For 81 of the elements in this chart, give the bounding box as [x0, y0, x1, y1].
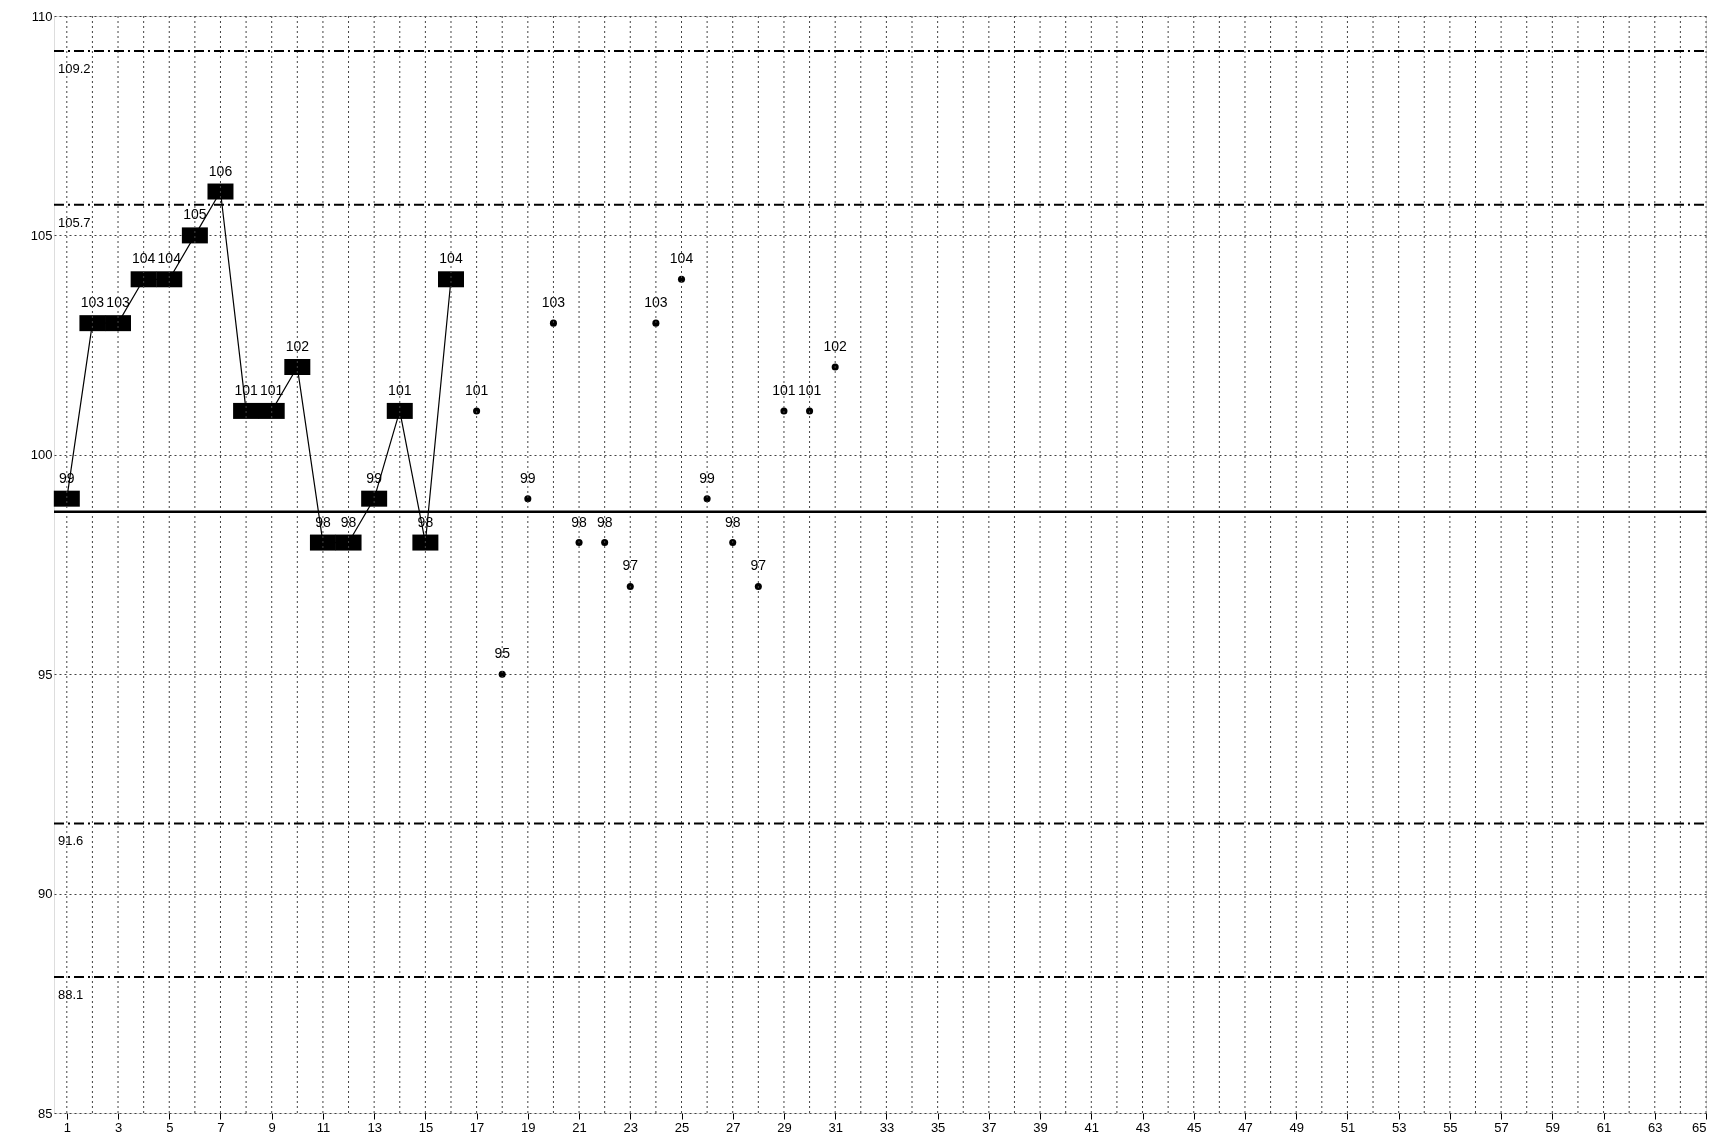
data-label: 98: [571, 513, 588, 530]
data-label: 104: [157, 250, 182, 267]
data-label: 104: [439, 250, 463, 267]
point: [524, 495, 532, 503]
data-label: 97: [750, 557, 767, 574]
x-tick-label: 25: [674, 1119, 690, 1135]
y-tick-label: 90: [38, 886, 53, 902]
data-label: 98: [724, 513, 741, 530]
x-tick-label: 29: [777, 1119, 792, 1135]
data-label: 102: [285, 338, 310, 355]
x-tick-label: 59: [1545, 1119, 1561, 1135]
x-tick-label: 19: [521, 1119, 536, 1135]
x-tick-label: 35: [930, 1119, 946, 1135]
data-label: 95: [494, 645, 511, 662]
ref-line-label: 105.7: [58, 214, 91, 230]
x-tick-label: 17: [469, 1119, 485, 1135]
data-label: 98: [596, 513, 613, 530]
point: [575, 539, 583, 547]
x-tick-label: 21: [572, 1119, 587, 1135]
x-tick-label: 23: [623, 1119, 639, 1135]
data-label: 101: [464, 381, 489, 398]
x-tick-label: 51: [1340, 1119, 1356, 1135]
y-tick-label: 105: [30, 227, 53, 243]
data-label: 103: [80, 294, 105, 311]
ref-line-label: 91.6: [58, 833, 84, 849]
data-label: 105: [183, 206, 207, 223]
x-tick-label: 9: [268, 1119, 276, 1135]
x-tick-label: 13: [367, 1119, 382, 1135]
point: [601, 539, 609, 547]
y-tick-label: 85: [38, 1105, 53, 1121]
point: [729, 539, 737, 547]
x-tick-label: 3: [114, 1119, 123, 1135]
data-label: 101: [797, 381, 822, 398]
x-tick-label: 1: [63, 1119, 71, 1135]
x-tick-label: 15: [418, 1119, 434, 1135]
x-tick-label: 5: [166, 1119, 174, 1135]
x-tick-label: 43: [1135, 1119, 1151, 1135]
x-tick-label: 41: [1084, 1119, 1100, 1135]
data-label: 103: [106, 294, 130, 311]
x-tick-label: 11: [316, 1119, 331, 1135]
data-label: 106: [208, 162, 233, 179]
data-label: 101: [772, 381, 796, 398]
x-tick-label: 31: [828, 1119, 843, 1135]
data-label: 98: [340, 513, 357, 530]
ref-line-label: 88.1: [58, 986, 84, 1002]
data-label: 103: [541, 294, 566, 311]
data-label: 104: [669, 250, 694, 267]
x-tick-label: 27: [725, 1119, 741, 1135]
data-label: 99: [520, 469, 536, 486]
x-tick-label: 57: [1494, 1119, 1509, 1135]
point: [626, 582, 634, 590]
y-tick-label: 95: [38, 666, 53, 682]
point: [549, 319, 557, 327]
x-tick-label: 39: [1033, 1119, 1048, 1135]
x-tick-label: 7: [217, 1119, 225, 1135]
y-tick-label: 100: [30, 447, 53, 463]
data-label: 102: [823, 338, 848, 355]
x-tick-label: 49: [1289, 1119, 1304, 1135]
x-tick-label: 47: [1238, 1119, 1253, 1135]
x-tick-label: 65: [1692, 1119, 1707, 1135]
data-label: 97: [622, 557, 639, 574]
point: [473, 407, 481, 415]
data-label: 104: [131, 250, 156, 267]
point: [754, 582, 762, 590]
x-tick-label: 63: [1648, 1119, 1663, 1135]
data-label: 101: [260, 381, 284, 398]
point: [806, 407, 814, 415]
data-label: 99: [699, 469, 716, 486]
point: [831, 363, 839, 371]
x-tick-label: 55: [1443, 1119, 1458, 1135]
point: [498, 670, 506, 678]
data-label: 103: [644, 294, 668, 311]
ref-line-label: 109.2: [58, 61, 91, 77]
x-tick-label: 61: [1596, 1119, 1612, 1135]
point: [677, 275, 686, 283]
x-tick-label: 53: [1391, 1119, 1407, 1135]
x-tick-label: 33: [879, 1119, 895, 1135]
y-tick-label: 110: [31, 8, 53, 24]
x-tick-label: 37: [982, 1119, 997, 1135]
x-tick-label: 45: [1187, 1119, 1202, 1135]
data-label: 101: [388, 381, 412, 398]
